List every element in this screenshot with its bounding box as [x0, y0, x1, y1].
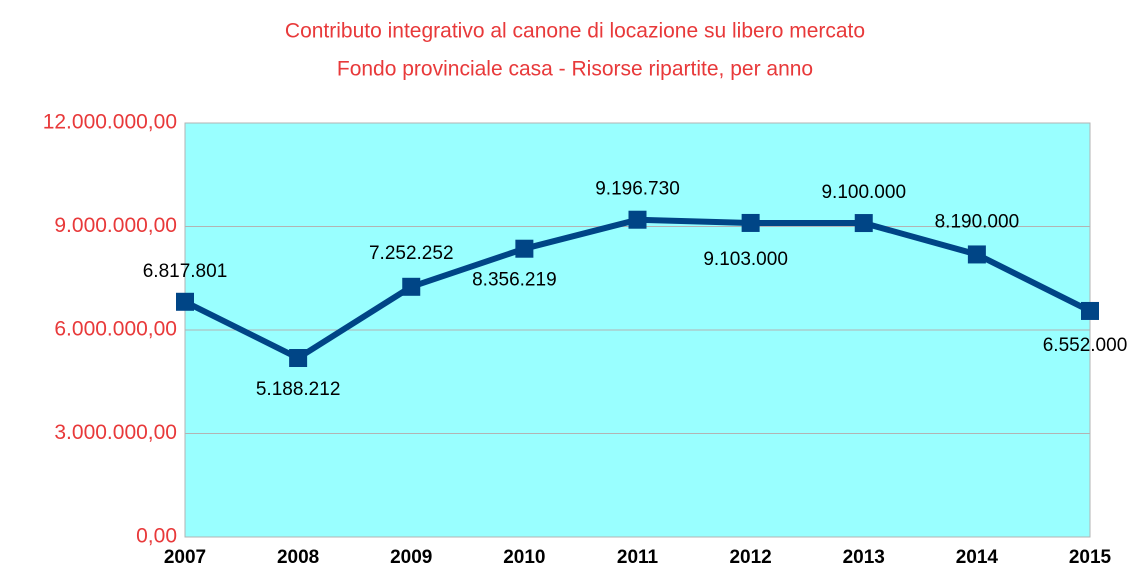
x-tick-label: 2009 [390, 547, 432, 568]
marker [628, 210, 647, 229]
marker [515, 239, 534, 258]
marker [741, 213, 760, 232]
y-tick-label: 9.000.000,00 [54, 214, 177, 237]
x-tick-label: 2011 [617, 547, 659, 568]
x-tick-label: 2013 [843, 547, 885, 568]
x-tick-label: 2015 [1069, 547, 1112, 568]
y-tick-label: 0,00 [136, 525, 177, 548]
marker [176, 292, 194, 311]
data-label: 8.190.000 [935, 211, 1020, 232]
data-label: 5.188.212 [256, 379, 341, 400]
marker [967, 245, 986, 264]
x-tick-label: 2008 [277, 547, 319, 568]
marker [402, 277, 421, 296]
chart-subtitle: Fondo provinciale casa - Risorse riparti… [337, 58, 813, 81]
data-label: 6.552.000 [1043, 335, 1128, 356]
y-tick-label: 6.000.000,00 [54, 318, 177, 341]
marker [1081, 301, 1099, 320]
x-tick-label: 2014 [956, 547, 999, 568]
data-label: 9.103.000 [703, 249, 788, 270]
data-label: 9.196.730 [595, 179, 680, 200]
data-label: 9.100.000 [821, 182, 906, 203]
data-label: 7.252.252 [369, 243, 454, 264]
x-tick-label: 2010 [503, 547, 545, 568]
chart-title: Contributo integrativo al canone di loca… [285, 20, 865, 43]
data-label: 6.817.801 [143, 261, 228, 282]
y-tick-label: 12.000.000,00 [43, 111, 177, 134]
x-tick-label: 2012 [729, 547, 771, 568]
data-label: 8.356.219 [472, 270, 557, 291]
y-tick-label: 3.000.000,00 [54, 421, 177, 444]
marker [854, 214, 873, 233]
marker [289, 349, 308, 368]
x-tick-label: 2007 [164, 547, 206, 568]
